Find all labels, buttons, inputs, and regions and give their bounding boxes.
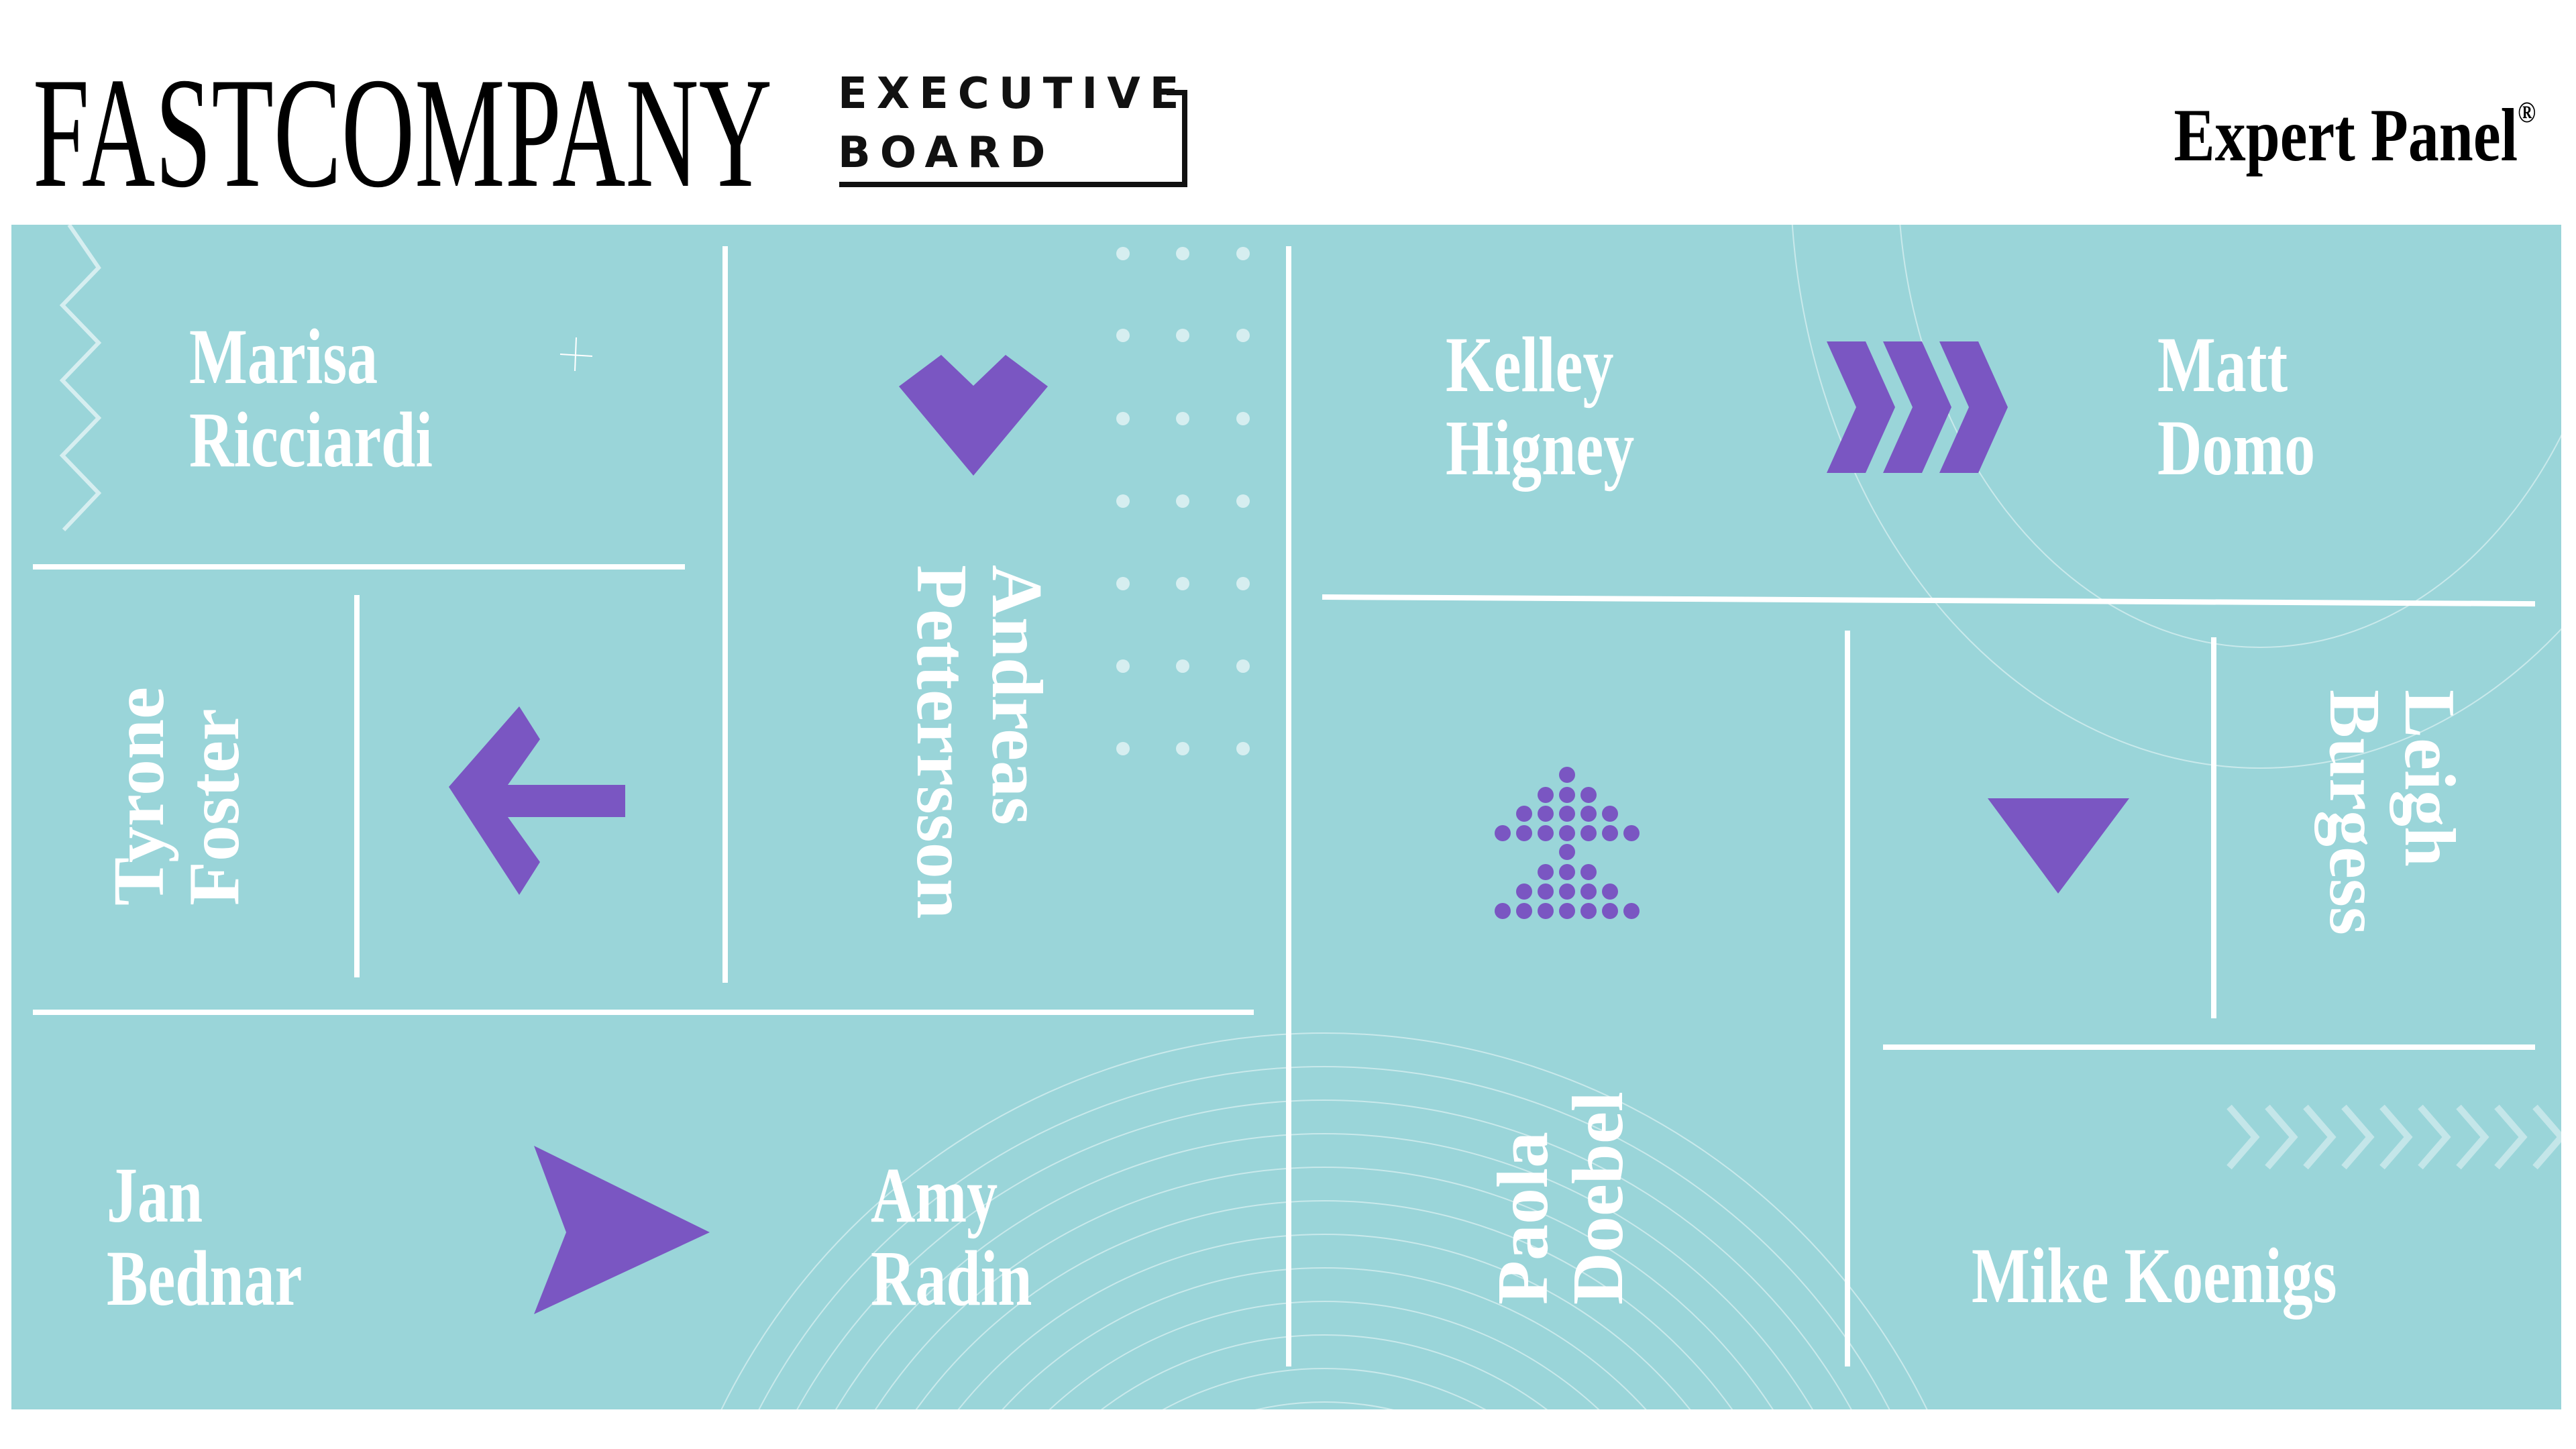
divider-vertical-left: [722, 246, 728, 983]
logo-word-fast: FAST: [33, 75, 274, 193]
expert-name-leigh-burgess: Leigh Burgess: [2314, 690, 2469, 936]
divider-vertical-tyrone: [354, 595, 360, 977]
executive-board-mark: EXECUTIVE BOARD: [838, 67, 1193, 195]
board-bracket: [839, 90, 1187, 187]
divider-horizontal-top-left: [33, 564, 685, 570]
expert-name-marisa-ricciardi: Marisa Ricciardi: [189, 313, 433, 484]
divider-vertical-right-b: [2211, 637, 2216, 1018]
zigzag-line: [59, 225, 102, 532]
right-arrowhead-icon: [534, 1146, 710, 1314]
expert-name-amy-radin: Amy Radin: [871, 1151, 1032, 1322]
dotted-up-arrow-icon: [1495, 767, 1640, 919]
svg-text:FASTCOMPANY: FASTCOMPANY: [33, 75, 772, 193]
expert-panel-board: Marisa Ricciardi Kelley Higney Matt Domo…: [11, 225, 2561, 1409]
expert-name-mike-koenigs: Mike Koenigs: [1972, 1232, 2337, 1320]
divider-horizontal-bottom-right: [1883, 1044, 2535, 1050]
expert-name-andreas-petterrsson: Andreas Petterrsson: [902, 565, 1057, 919]
expert-name-jan-bednar: Jan Bednar: [107, 1151, 303, 1322]
faint-chevron-row: [2226, 1104, 2561, 1170]
divider-vertical-center: [1286, 246, 1291, 1366]
logo-word-company: COMPANY: [274, 75, 772, 193]
accent-shapes: [449, 341, 2129, 1314]
expert-panel-label: Expert Panel: [2174, 94, 2518, 177]
dot-grid: [1116, 247, 1250, 755]
divider-vertical-right-a: [1845, 631, 1850, 1366]
executive-label: EXECUTIVE: [838, 69, 1189, 119]
registered-mark: ®: [2518, 96, 2536, 129]
concentric-arcs-top-right: [1792, 225, 2561, 769]
expert-panel-title: Expert Panel®: [2174, 93, 2536, 179]
down-triangle-icon: [1988, 798, 2129, 894]
executive-board-text: EXECUTIVE BOARD: [838, 67, 1188, 180]
expert-name-paola-doebel: Paola Doebel: [1483, 1091, 1638, 1305]
heart-chevron-icon: [899, 355, 1048, 476]
triple-chevron-icon: [1827, 341, 2008, 473]
expert-name-kelley-higney: Kelley Higney: [1446, 321, 1635, 492]
concentric-arcs-bottom: [720, 1032, 1928, 1409]
divider-horizontal-middle-left: [33, 1010, 1254, 1015]
left-arrow-icon: [449, 706, 625, 895]
expert-name-tyrone-foster: Tyrone Foster: [99, 686, 254, 906]
expert-name-matt-domo: Matt Domo: [2157, 321, 2316, 492]
board-label: BOARD: [838, 128, 1055, 178]
background-decorations: [59, 225, 2561, 1409]
fast-company-logo: FASTCOMPANY: [33, 46, 777, 221]
crosshair-plus-icon: [559, 337, 593, 372]
